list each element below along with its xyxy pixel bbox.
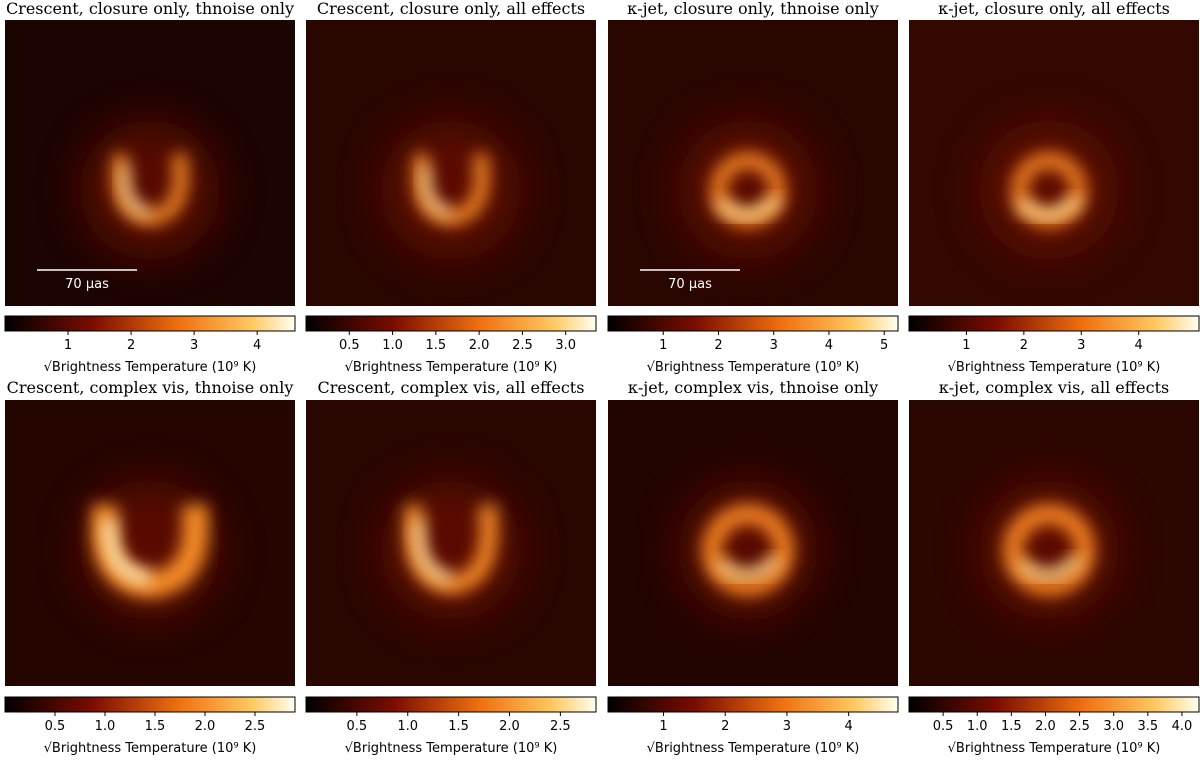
crescent xyxy=(111,152,189,226)
colorbar-tick-label: 3.5 xyxy=(1137,719,1158,734)
crescent-bright xyxy=(414,519,452,583)
panel: Crescent, closure only, all effects 0.5 1.… xyxy=(305,0,597,375)
panel: κ-jet, complex vis, thnoise only 1 2 3 4 √Bri… xyxy=(607,378,899,756)
panel-title: Crescent, closure only, thnoise only xyxy=(6,0,294,18)
ring xyxy=(1003,504,1095,596)
colorbar-tick-label: 2 xyxy=(721,719,729,734)
panel-title: κ-jet, complex vis, all effects xyxy=(939,378,1169,397)
colorbar-label: √Brightness Temperature (10⁹ K) xyxy=(948,741,1161,756)
colorbar-tick-label: 2.5 xyxy=(550,719,571,734)
colorbar-tick-label: 4 xyxy=(1135,338,1143,353)
colorbar-tick-label: 4 xyxy=(825,338,833,353)
crescent-bright xyxy=(103,519,151,585)
panel-title: κ-jet, complex vis, thnoise only xyxy=(628,378,878,397)
colorbar-tick-label: 1.0 xyxy=(397,719,418,734)
glow xyxy=(80,120,220,260)
colorbar-tick-label: 1.0 xyxy=(967,719,988,734)
colorbar xyxy=(607,315,899,332)
colorbar-tick-label: 2 xyxy=(127,338,135,353)
colorbar xyxy=(607,696,899,713)
colorbar-tick-label: 2.0 xyxy=(499,719,520,734)
colorbar-tick-label: 3 xyxy=(770,338,778,353)
colorbar-tick-label: 1.5 xyxy=(145,719,166,734)
scale-bar-label: 70 μas xyxy=(668,277,712,292)
colorbar-label: √Brightness Temperature (10⁹ K) xyxy=(44,360,257,375)
colorbar-tick-label: 3.0 xyxy=(555,338,576,353)
colorbar-tick-label: 1.5 xyxy=(1001,719,1022,734)
ring-bright xyxy=(714,194,782,221)
panel: κ-jet, complex vis, all effects 0.5 1.0 1.5… xyxy=(908,378,1200,756)
panel-title: Crescent, complex vis, all effects xyxy=(318,378,585,397)
colorbar-tick-label: 0.5 xyxy=(347,719,368,734)
colorbar-label: √Brightness Temperature (10⁹ K) xyxy=(647,741,860,756)
panel: Crescent, closure only, thnoise only 70 μ… xyxy=(4,0,296,375)
colorbar xyxy=(4,315,296,332)
glow xyxy=(381,480,521,620)
panel: κ-jet, closure only, thnoise only 70 μas 1… xyxy=(607,0,899,375)
colorbar-tick-label: 0.5 xyxy=(339,338,360,353)
panel: κ-jet, closure only, all effects 1 2 3 4 √Bri… xyxy=(908,0,1200,375)
colorbar-tick-label: 2 xyxy=(1020,338,1028,353)
colorbar-tick-label: 1 xyxy=(659,719,667,734)
colorbar-tick-label: 1 xyxy=(962,338,970,353)
colorbar-label: √Brightness Temperature (10⁹ K) xyxy=(647,360,860,375)
colorbar-tick-label: 2.0 xyxy=(195,719,216,734)
colorbar-tick-label: 1.0 xyxy=(382,338,403,353)
colorbar-tick-label: 3.0 xyxy=(1103,719,1124,734)
colorbar-label: √Brightness Temperature (10⁹ K) xyxy=(345,360,558,375)
colorbar-tick-label: 5 xyxy=(880,338,888,353)
colorbar-tick-label: 3 xyxy=(783,719,791,734)
colorbar-tick-label: 0.5 xyxy=(45,719,66,734)
colorbar-tick-label: 2.0 xyxy=(1035,719,1056,734)
colorbar xyxy=(4,696,296,713)
colorbar-tick-label: 2.0 xyxy=(469,338,490,353)
colorbar-tick-label: 2.5 xyxy=(245,719,266,734)
colorbar xyxy=(908,315,1200,332)
colorbar-tick-label: 3 xyxy=(1077,338,1085,353)
colorbar-label: √Brightness Temperature (10⁹ K) xyxy=(345,741,558,756)
panel-title: κ-jet, closure only, all effects xyxy=(938,0,1170,18)
glow xyxy=(678,120,818,260)
colorbar-tick-label: 1.5 xyxy=(448,719,469,734)
colorbar-tick-label: 2.5 xyxy=(512,338,533,353)
colorbar-tick-label: 4.0 xyxy=(1172,719,1193,734)
panel-title: κ-jet, closure only, thnoise only xyxy=(627,0,879,18)
colorbar-tick-label: 4 xyxy=(844,719,852,734)
colorbar-tick-label: 3 xyxy=(190,338,198,353)
scale-bar-label: 70 μas xyxy=(65,277,109,292)
colorbar-label: √Brightness Temperature (10⁹ K) xyxy=(44,741,257,756)
ring-bright xyxy=(714,554,782,581)
glow xyxy=(381,120,521,260)
glow xyxy=(979,480,1119,620)
colorbar xyxy=(305,696,597,713)
colorbar xyxy=(305,315,597,332)
glow xyxy=(678,480,818,620)
colorbar-tick-label: 1 xyxy=(659,338,667,353)
ring xyxy=(702,504,794,596)
crescent-bright xyxy=(121,165,151,216)
colorbar-tick-label: 1.0 xyxy=(95,719,116,734)
crescent-bright xyxy=(422,165,452,216)
colorbar-tick-label: 1.5 xyxy=(426,338,447,353)
colorbar-tick-label: 2.5 xyxy=(1069,719,1090,734)
colorbar-label: √Brightness Temperature (10⁹ K) xyxy=(948,360,1161,375)
colorbar-tick-label: 1 xyxy=(64,338,72,353)
panel: Crescent, complex vis, all effects 0.5 1.0… xyxy=(305,378,597,756)
colorbar-tick-label: 2 xyxy=(714,338,722,353)
colorbar-tick-label: 0.5 xyxy=(933,719,954,734)
crescent xyxy=(412,152,490,226)
glow xyxy=(979,120,1119,260)
colorbar-tick-label: 4 xyxy=(253,338,261,353)
ring-bright xyxy=(1015,554,1083,581)
crescent xyxy=(404,503,498,595)
ring-bright xyxy=(1015,194,1083,221)
panel-title: Crescent, complex vis, thnoise only xyxy=(7,378,294,397)
colorbar xyxy=(908,696,1200,713)
panel: Crescent, complex vis, thnoise only 0.5 1.… xyxy=(4,378,296,756)
panel-title: Crescent, closure only, all effects xyxy=(317,0,585,18)
